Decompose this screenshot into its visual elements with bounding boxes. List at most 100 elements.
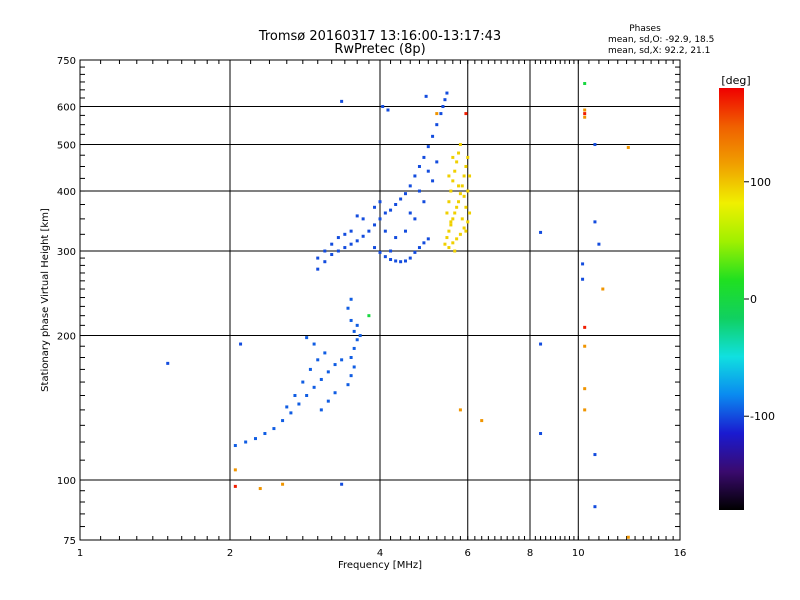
data-point <box>386 108 390 112</box>
y-tick-label: 75 <box>63 536 76 547</box>
data-point <box>458 232 462 236</box>
data-point <box>435 160 439 164</box>
data-point <box>367 314 371 318</box>
data-point <box>349 374 353 378</box>
data-point <box>343 246 347 250</box>
data-point <box>305 394 309 398</box>
data-point <box>468 174 472 178</box>
data-point <box>597 242 601 246</box>
data-point <box>408 211 412 215</box>
phase-stats-heading: Phases <box>629 24 661 34</box>
data-point <box>583 108 587 112</box>
data-point <box>394 202 398 206</box>
colorbar-ticks: 100 0 -100 <box>744 176 775 423</box>
minor-ticks <box>80 60 680 540</box>
data-point <box>581 262 585 266</box>
colorbar <box>719 88 744 510</box>
data-point <box>383 211 387 215</box>
data-point <box>340 482 344 486</box>
data-point <box>449 220 453 224</box>
y-axis-label: Stationary phase Virtual Height [km] <box>40 208 51 392</box>
data-point <box>422 200 426 204</box>
data-point <box>323 249 327 253</box>
phase-stats-x: mean, sd,X: 92.2, 21.1 <box>608 46 710 56</box>
y-tick-label: 300 <box>57 247 76 258</box>
data-point <box>378 217 382 221</box>
data-point <box>297 402 301 406</box>
data-point <box>399 260 403 264</box>
data-point <box>316 358 320 362</box>
data-point <box>626 535 630 539</box>
data-point <box>451 217 455 221</box>
data-point <box>583 115 587 119</box>
data-point <box>460 184 464 188</box>
data-point <box>581 277 585 281</box>
data-point <box>583 112 587 116</box>
data-point <box>166 361 170 365</box>
data-point <box>263 432 267 436</box>
data-point <box>330 253 334 257</box>
data-point <box>326 399 330 403</box>
data-point <box>316 267 320 271</box>
colorbar-tick-label: -100 <box>750 410 775 423</box>
data-point <box>457 184 461 188</box>
data-point <box>460 217 464 221</box>
data-point <box>281 419 285 423</box>
data-point <box>458 408 462 412</box>
data-point <box>431 134 435 138</box>
data-point <box>373 205 377 209</box>
data-point <box>445 211 449 215</box>
data-point <box>323 260 327 264</box>
data-point <box>403 192 407 196</box>
x-tick-label: 4 <box>377 548 383 559</box>
data-point <box>453 249 457 253</box>
data-point <box>281 482 285 486</box>
data-point <box>319 408 323 412</box>
data-point <box>349 229 353 233</box>
data-point <box>333 363 337 367</box>
data-point <box>417 164 421 168</box>
y-tick-label: 600 <box>57 103 76 114</box>
data-point <box>449 223 453 227</box>
data-point <box>323 351 327 355</box>
data-point <box>464 229 468 233</box>
data-point <box>352 365 356 369</box>
data-point <box>349 355 353 359</box>
data-point <box>403 259 407 263</box>
data-point <box>383 255 387 259</box>
data-point <box>462 174 466 178</box>
data-point <box>355 239 359 243</box>
data-point <box>233 468 237 472</box>
data-point <box>378 200 382 204</box>
data-point <box>403 229 407 233</box>
data-point <box>435 112 439 116</box>
data-point <box>468 211 472 215</box>
data-point <box>457 151 461 155</box>
data-point <box>451 179 455 183</box>
data-point <box>583 387 587 391</box>
colorbar-tick-label: 100 <box>750 176 771 189</box>
data-point <box>340 358 344 362</box>
data-point <box>244 440 248 444</box>
y-tick-label: 200 <box>57 332 76 343</box>
x-tick-label: 16 <box>674 548 687 559</box>
data-point <box>389 208 393 212</box>
data-point <box>352 346 356 350</box>
data-point <box>583 82 587 86</box>
data-points <box>166 82 630 539</box>
data-point <box>319 377 323 381</box>
data-point <box>389 249 393 253</box>
data-point <box>445 91 449 95</box>
data-point <box>453 169 457 173</box>
data-point <box>431 179 435 183</box>
data-point <box>330 242 334 246</box>
x-tick-label: 8 <box>527 548 533 559</box>
data-point <box>626 145 630 149</box>
chart-title: Tromsø 20160317 13:16:00-13:17:43 <box>258 29 501 44</box>
data-point <box>394 259 398 263</box>
data-point <box>381 105 385 109</box>
data-point <box>462 194 466 198</box>
data-point <box>593 220 597 224</box>
data-point <box>312 385 316 389</box>
data-point <box>399 197 403 201</box>
